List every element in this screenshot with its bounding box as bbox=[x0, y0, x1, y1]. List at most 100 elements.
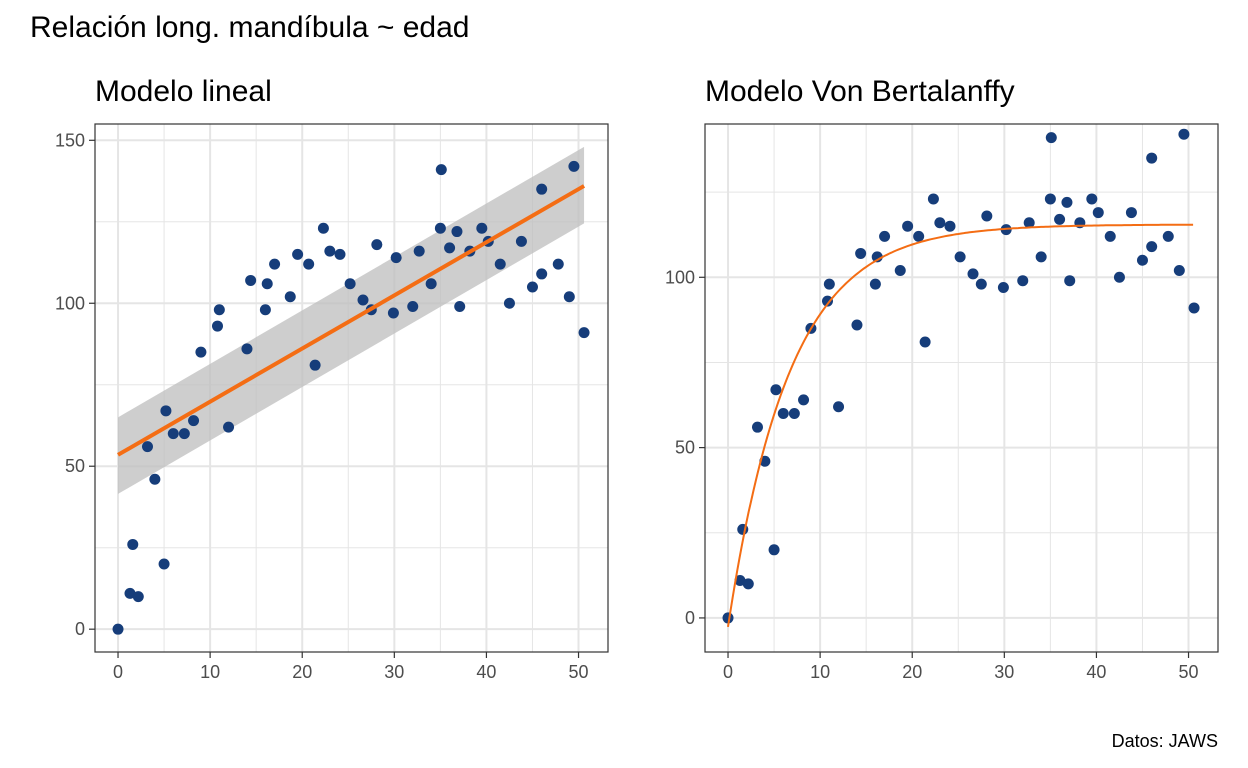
data-point bbox=[981, 210, 993, 222]
data-point bbox=[1178, 128, 1190, 140]
data-point bbox=[855, 247, 867, 259]
data-point bbox=[425, 278, 437, 290]
panel-von-bertalanffy-model: Modelo Von Bertalanffy 0 10 20 30 40 50 0 50 100 bbox=[665, 75, 1219, 682]
data-point bbox=[390, 252, 402, 264]
data-point bbox=[223, 421, 235, 433]
y-tick-label: 150 bbox=[55, 130, 85, 150]
plot-area bbox=[112, 146, 590, 635]
data-point bbox=[934, 217, 946, 229]
panel-linear-model: Modelo lineal 0 10 20 30 40 50 0 50 100 150 bbox=[55, 75, 609, 682]
data-point bbox=[742, 578, 754, 590]
data-point bbox=[503, 297, 515, 309]
data-point bbox=[149, 473, 161, 485]
data-point bbox=[1162, 230, 1174, 242]
data-point bbox=[344, 278, 356, 290]
data-point bbox=[158, 558, 170, 570]
grid-lines bbox=[705, 124, 1218, 652]
data-point bbox=[435, 164, 447, 176]
data-point bbox=[160, 405, 172, 417]
x-tick-label: 30 bbox=[384, 662, 404, 682]
data-point bbox=[245, 274, 257, 286]
data-point bbox=[1104, 230, 1116, 242]
data-point bbox=[823, 278, 835, 290]
data-point bbox=[324, 245, 336, 257]
data-point bbox=[141, 441, 153, 453]
x-tick-label: 0 bbox=[113, 662, 123, 682]
x-tick-label: 40 bbox=[476, 662, 496, 682]
y-tick-label: 100 bbox=[55, 293, 85, 313]
data-point bbox=[927, 193, 939, 205]
data-point bbox=[444, 242, 456, 254]
fit-curve bbox=[727, 223, 1194, 628]
y-tick-label: 50 bbox=[65, 456, 85, 476]
data-point bbox=[1017, 275, 1029, 287]
data-point bbox=[213, 304, 225, 316]
data-point bbox=[132, 591, 144, 603]
data-point bbox=[734, 574, 746, 586]
data-point bbox=[292, 248, 304, 260]
data-point bbox=[1035, 251, 1047, 263]
data-point bbox=[879, 230, 891, 242]
data-point bbox=[944, 220, 956, 232]
x-tick-label: 50 bbox=[569, 662, 589, 682]
data-point bbox=[451, 226, 463, 238]
data-point bbox=[357, 294, 369, 306]
data-point bbox=[777, 408, 789, 420]
data-point bbox=[371, 239, 383, 251]
data-source-caption: Datos: JAWS bbox=[1111, 731, 1218, 751]
panel-border bbox=[704, 123, 1219, 653]
y-tick-label: 0 bbox=[75, 619, 85, 639]
data-point bbox=[1136, 254, 1148, 266]
x-tick-label: 30 bbox=[994, 662, 1014, 682]
data-point bbox=[1064, 275, 1076, 287]
data-point bbox=[751, 421, 763, 433]
data-point bbox=[269, 258, 281, 270]
data-point bbox=[552, 258, 564, 270]
data-point bbox=[1173, 264, 1185, 276]
data-point bbox=[167, 428, 179, 440]
x-tick-label: 40 bbox=[1086, 662, 1106, 682]
data-point bbox=[1044, 193, 1056, 205]
data-point bbox=[434, 222, 446, 234]
data-point bbox=[975, 278, 987, 290]
data-point bbox=[954, 251, 966, 263]
data-point bbox=[413, 245, 425, 257]
data-point bbox=[259, 304, 271, 316]
data-point bbox=[241, 343, 253, 355]
x-tick-label: 10 bbox=[200, 662, 220, 682]
chart-title: Relación long. mandíbula ~ edad bbox=[30, 11, 470, 44]
data-point bbox=[1045, 132, 1057, 144]
data-point bbox=[334, 248, 346, 260]
data-point bbox=[188, 415, 200, 427]
y-tick-label: 50 bbox=[675, 438, 695, 458]
data-point bbox=[476, 222, 488, 234]
data-point bbox=[869, 278, 881, 290]
data-point bbox=[387, 307, 399, 319]
x-tick-label: 20 bbox=[292, 662, 312, 682]
data-point bbox=[768, 544, 780, 556]
data-point bbox=[833, 401, 845, 413]
data-point bbox=[967, 268, 979, 280]
data-point bbox=[770, 384, 782, 396]
data-point bbox=[871, 251, 883, 263]
axes: 0 10 20 30 40 50 0 50 100 bbox=[665, 267, 1199, 682]
data-point bbox=[821, 295, 833, 307]
data-point bbox=[494, 258, 506, 270]
data-point bbox=[124, 587, 136, 599]
panel-border bbox=[94, 123, 609, 653]
data-point bbox=[1146, 241, 1158, 253]
data-point bbox=[536, 183, 548, 195]
data-point bbox=[536, 268, 548, 280]
data-point bbox=[195, 346, 207, 358]
data-point bbox=[1125, 207, 1137, 219]
panel-title: Modelo Von Bertalanffy bbox=[705, 75, 1015, 108]
x-tick-label: 10 bbox=[810, 662, 830, 682]
data-point bbox=[851, 319, 863, 331]
data-point bbox=[211, 320, 223, 332]
data-point bbox=[913, 230, 925, 242]
data-point bbox=[407, 301, 419, 313]
data-point bbox=[578, 327, 590, 339]
data-point bbox=[568, 160, 580, 172]
data-point bbox=[788, 408, 800, 420]
